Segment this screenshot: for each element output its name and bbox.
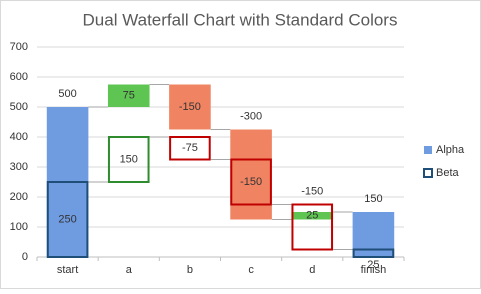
y-tick-label: 700 (10, 41, 28, 53)
legend-swatch (423, 168, 433, 178)
x-tick-label: a (126, 264, 133, 276)
x-tick-label: start (57, 264, 78, 276)
data-label: 500 (58, 88, 76, 100)
y-tick-label: 0 (22, 251, 28, 263)
bar (107, 136, 150, 183)
x-tick-label: finish (361, 264, 387, 276)
y-tick-label: 500 (10, 101, 28, 113)
data-label: -150 (301, 185, 323, 197)
bar (46, 181, 89, 258)
data-label: 25 (306, 210, 318, 222)
data-label: -300 (240, 110, 262, 122)
data-label: 75 (123, 90, 135, 102)
bar (352, 248, 395, 258)
bar (230, 158, 272, 206)
bar (169, 84, 211, 130)
y-tick-label: 600 (10, 71, 28, 83)
bar (169, 136, 211, 161)
x-tick-label: b (187, 264, 193, 276)
y-tick-label: 200 (10, 191, 28, 203)
x-tick-label: d (309, 264, 315, 276)
y-tick-label: 100 (10, 221, 28, 233)
x-tick-label: c (248, 264, 254, 276)
bar (107, 84, 150, 107)
bar (291, 203, 334, 251)
data-label: 250 (58, 213, 76, 225)
data-label: 150 (364, 193, 382, 205)
data-label: 25 (367, 259, 379, 271)
data-label: -75 (182, 142, 198, 154)
bar (291, 212, 334, 220)
bar (230, 129, 272, 220)
chart-title: Dual Waterfall Chart with Standard Color… (83, 10, 398, 29)
legend-label: Alpha (436, 144, 465, 156)
y-tick-label: 300 (10, 161, 28, 173)
data-label: -150 (179, 101, 201, 113)
data-label: -150 (240, 176, 262, 188)
legend-swatch (424, 146, 432, 154)
data-label: 150 (120, 153, 138, 165)
y-tick-label: 400 (10, 131, 28, 143)
legend-label: Beta (436, 167, 460, 179)
